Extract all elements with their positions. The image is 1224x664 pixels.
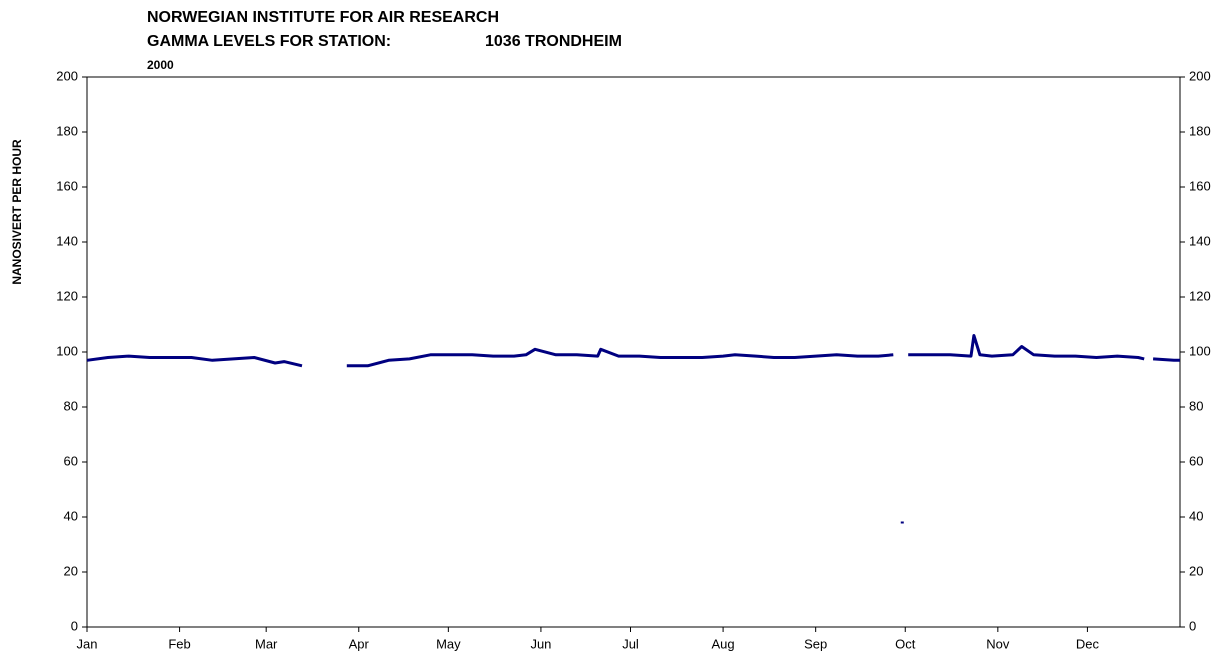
y2-tick-label: 80 [1189,398,1203,413]
x-tick-label: Jul [622,636,639,651]
x-tick-label: Nov [986,636,1010,651]
data-line [908,334,1145,361]
data-line [86,354,303,368]
y2-tick-label: 120 [1189,288,1211,303]
y2-tick-label: 60 [1189,453,1203,468]
y2-tick-label: 40 [1189,508,1203,523]
data-line [346,347,894,368]
x-tick-label: Mar [255,636,278,651]
year: 2000 [147,58,174,72]
x-tick-label: Jan [77,636,98,651]
y-axis-label: NANOSIVERT PER HOUR [10,139,24,285]
x-tick-label: Apr [349,636,370,651]
y-tick-label: 140 [56,233,78,248]
station: 1036 TRONDHEIM [485,33,622,50]
y2-tick-label: 100 [1189,343,1211,358]
y-tick-label: 0 [71,618,78,633]
x-tick-label: Aug [712,636,735,651]
data-line [1152,357,1180,362]
chart-title: NORWEGIAN INSTITUTE FOR AIR RESEARCH [147,9,499,26]
y-tick-label: 120 [56,288,78,303]
y-tick-label: 20 [64,563,78,578]
y2-tick-label: 180 [1189,123,1211,138]
y-tick-label: 200 [56,68,78,83]
y2-tick-label: 0 [1189,618,1196,633]
x-tick-label: Sep [804,636,827,651]
y2-tick-label: 140 [1189,233,1211,248]
data-point [900,521,904,524]
y-tick-label: 180 [56,123,78,138]
x-tick-label: May [436,636,461,651]
x-tick-label: Jun [530,636,551,651]
y-tick-label: 160 [56,178,78,193]
y2-tick-label: 160 [1189,178,1211,193]
y2-tick-label: 20 [1189,563,1203,578]
x-tick-label: Oct [895,636,916,651]
y-tick-label: 80 [64,398,78,413]
x-tick-label: Dec [1076,636,1100,651]
y-tick-label: 60 [64,453,78,468]
chart-subtitle: GAMMA LEVELS FOR STATION: [147,33,391,50]
x-tick-label: Feb [168,636,190,651]
y-tick-label: 40 [64,508,78,523]
y2-tick-label: 200 [1189,68,1211,83]
y-tick-label: 100 [56,343,78,358]
